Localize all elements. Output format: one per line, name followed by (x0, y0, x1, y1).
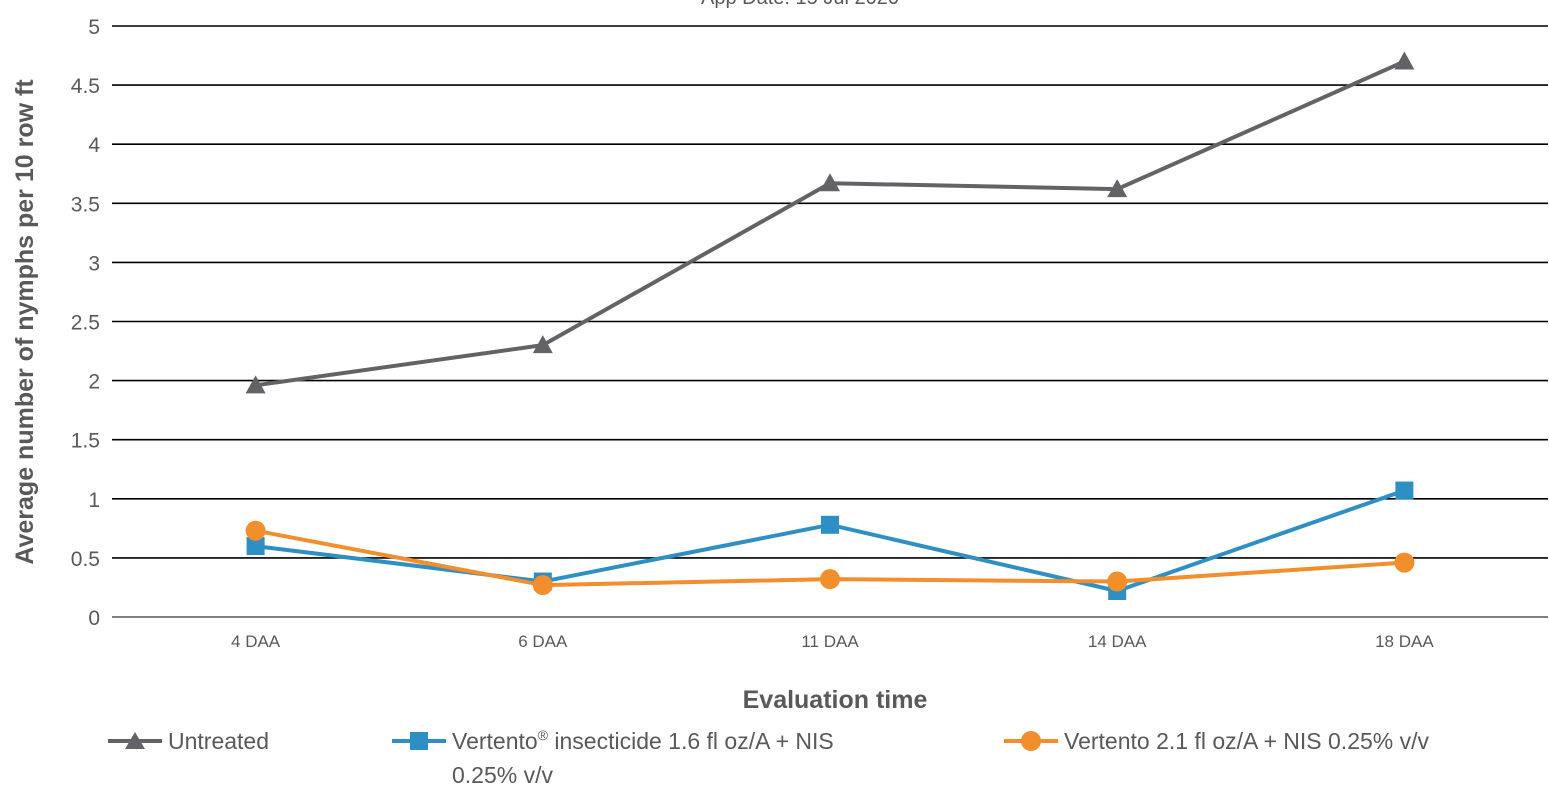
series-0 (245, 51, 1415, 394)
data-point (1394, 552, 1415, 573)
legend-label-untreated: Untreated (168, 728, 269, 754)
series-layer (245, 51, 1415, 600)
y-axis-label: Average number of nymphs per 10 row ft (11, 79, 39, 565)
y-tick-label: 2 (88, 371, 100, 394)
data-point (245, 375, 266, 394)
legend-label-vertento-1-6-line2: 0.25% v/v (452, 762, 553, 788)
y-tick-label: 5 (88, 16, 100, 39)
legend: Untreated Vertento® insecticide 1.6 fl o… (108, 727, 1430, 788)
legend-item-vertento-1-6: Vertento® insecticide 1.6 fl oz/A + NIS … (392, 727, 834, 788)
x-tick-label: 6 DAA (518, 632, 568, 651)
y-tick-label: 1.5 (71, 430, 100, 453)
y-tick-label: 0 (88, 607, 100, 630)
y-tick-label: 4.5 (71, 75, 100, 98)
legend-label-vertento-1-6: Vertento® insecticide 1.6 fl oz/A + NIS (452, 727, 834, 754)
x-tick-label: 18 DAA (1375, 632, 1434, 651)
data-point (1395, 481, 1414, 500)
y-tick-label: 2.5 (71, 312, 100, 335)
legend-label-vertento-2-1: Vertento 2.1 fl oz/A + NIS 0.25% v/v (1064, 728, 1430, 754)
y-axis-ticks: 0 0.5 1 1.5 2 2.5 3 3.5 4 4.5 5 (71, 16, 101, 630)
chart-subtitle: App Date: 15 Jul 2020 (701, 0, 899, 9)
data-point (820, 569, 840, 590)
x-tick-label: 4 DAA (231, 632, 281, 651)
y-tick-label: 3 (88, 252, 100, 275)
data-point (820, 173, 840, 192)
x-tick-label: 14 DAA (1088, 632, 1147, 651)
data-point (1394, 51, 1415, 70)
data-point (532, 575, 553, 596)
legend-triangle-marker (125, 732, 145, 749)
legend-circle-marker (1021, 731, 1041, 751)
legend-item-vertento-2-1: Vertento 2.1 fl oz/A + NIS 0.25% v/v (1004, 728, 1430, 754)
x-axis-label: Evaluation time (743, 686, 928, 714)
series-line (255, 59, 1406, 388)
y-tick-label: 4 (88, 134, 100, 157)
y-tick-label: 1 (88, 489, 100, 512)
data-point (1107, 571, 1128, 592)
data-point (532, 335, 553, 354)
data-point (821, 515, 839, 534)
y-tick-label: 3.5 (71, 193, 100, 216)
data-point (246, 537, 265, 556)
series-2 (245, 520, 1415, 596)
y-tick-label: 0.5 (71, 548, 100, 571)
legend-item-untreated: Untreated (108, 728, 269, 754)
x-tick-label: 11 DAA (801, 632, 859, 651)
legend-square-marker (410, 732, 428, 750)
data-point (245, 520, 266, 541)
data-point (1107, 179, 1128, 198)
x-axis-ticks: 4 DAA 6 DAA 11 DAA 14 DAA 18 DAA (231, 632, 1434, 651)
